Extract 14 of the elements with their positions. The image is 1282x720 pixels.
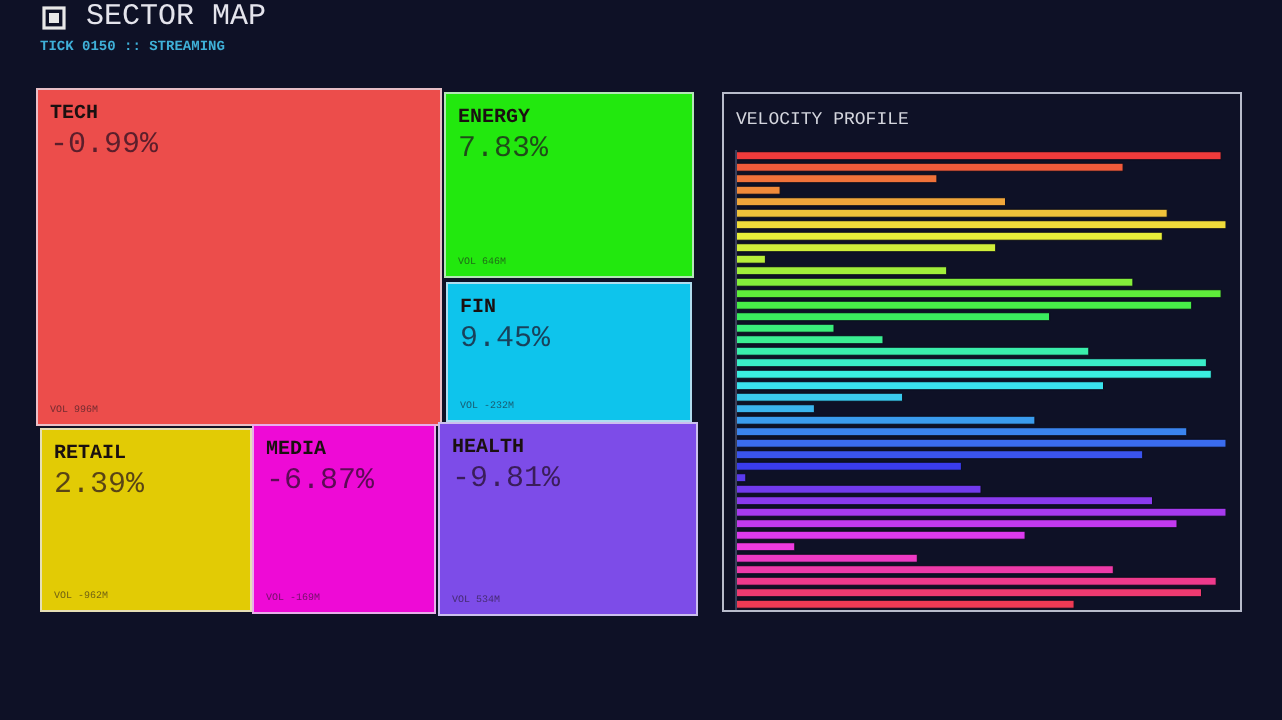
- chart-title: VELOCITY PROFILE: [736, 110, 909, 130]
- text: 7.83%: [458, 132, 549, 166]
- text: -0.99%: [50, 128, 159, 162]
- category-label: TECH: [50, 104, 99, 126]
- category-label: FIN: [460, 298, 497, 320]
- category-label: MEDIA: [266, 440, 327, 462]
- text: SECTOR MAP: [86, 0, 267, 34]
- text: -9.81%: [452, 462, 561, 496]
- text: 2.39%: [54, 468, 145, 502]
- category-label: HEALTH: [452, 438, 525, 460]
- text: 9.45%: [460, 322, 551, 356]
- category-label: RETAIL: [54, 444, 127, 466]
- category-label: ENERGY: [458, 108, 531, 130]
- text: -6.87%: [266, 464, 375, 498]
